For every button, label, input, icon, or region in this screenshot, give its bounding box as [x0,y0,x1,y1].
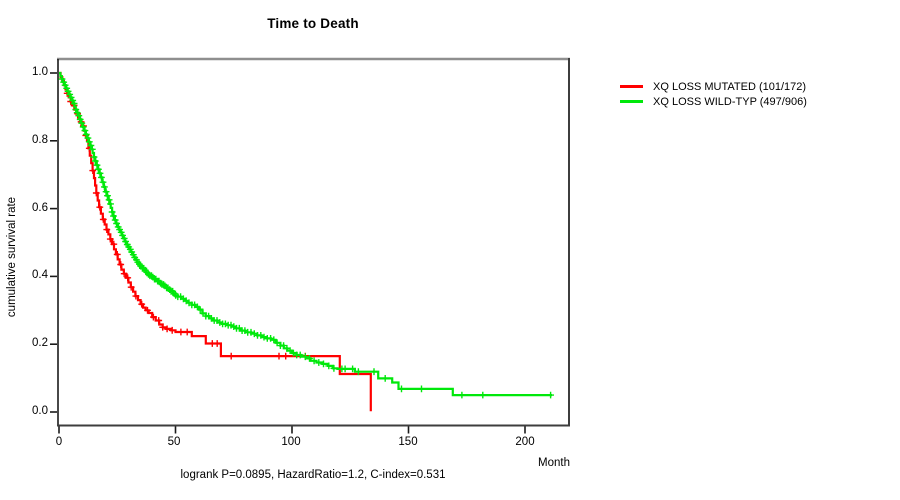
survival-curve-wild-typ [59,71,552,397]
y-tick-label: 0.4 [32,269,48,281]
censor-marks-wild-typ [58,75,554,399]
x-tick-label: 100 [281,436,301,448]
y-tick-label: 0.2 [32,337,48,349]
y-tick-label: 1.0 [32,66,48,78]
x-tick-label: 150 [398,436,418,448]
x-axis-label: Month [538,457,570,469]
censor-marks-mutated [63,89,309,360]
y-axis-label: cumulative survival rate [6,196,18,318]
legend-line-swatch-red [620,85,643,88]
legend-line-swatch-green [620,100,643,103]
legend-item-wildtype: XQ LOSS WILD-TYP (497/906) [620,94,807,109]
stats-annotation: logrank P=0.0895, HazardRatio=1.2, C-ind… [180,469,446,481]
x-tick-label: 0 [55,436,63,448]
x-tick-label: 200 [515,436,535,448]
chart-title: Time to Death [267,16,359,31]
y-tick-label: 0.8 [32,134,48,146]
legend-item-mutated: XQ LOSS MUTATED (101/172) [620,79,807,94]
y-tick-label: 0.0 [32,405,48,417]
legend-label: XQ LOSS MUTATED (101/172) [653,80,807,93]
legend-label: XQ LOSS WILD-TYP (497/906) [653,95,807,108]
legend: XQ LOSS MUTATED (101/172) XQ LOSS WILD-T… [620,79,807,109]
x-tick-label: 50 [167,436,181,448]
y-tick-label: 0.6 [32,202,48,214]
